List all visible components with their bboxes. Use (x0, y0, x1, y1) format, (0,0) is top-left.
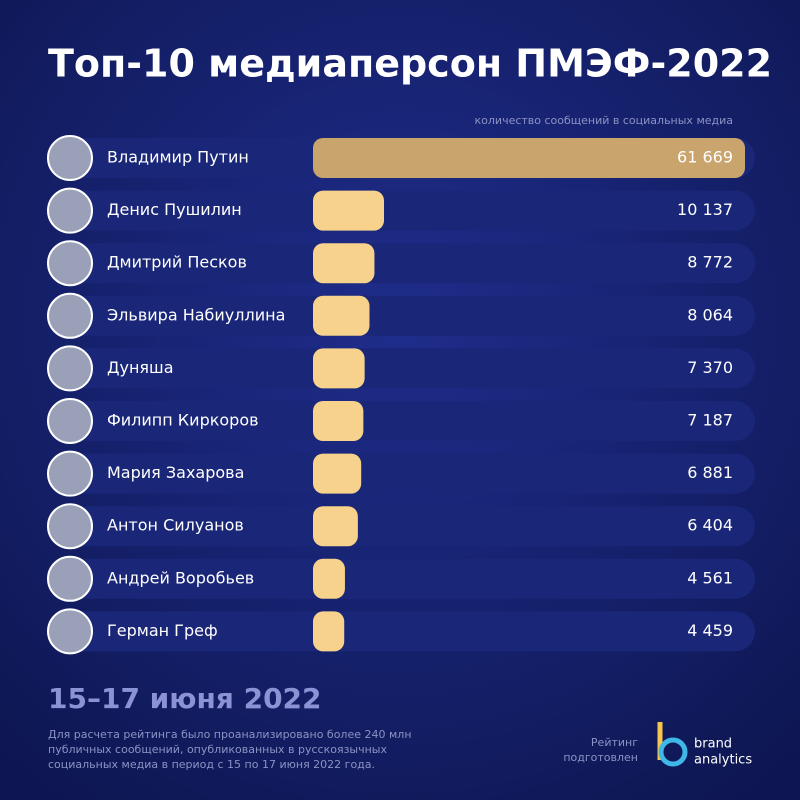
avatar (47, 187, 93, 234)
bar (313, 453, 362, 494)
value-label: 4 561 (687, 568, 733, 587)
row-band (50, 243, 755, 284)
category-label: Дуняша (107, 358, 174, 377)
category-label: Герман Греф (107, 621, 218, 640)
value-label: 7 370 (687, 358, 733, 377)
row-band (50, 295, 755, 336)
value-label: 4 459 (687, 621, 733, 640)
value-label: 7 187 (687, 411, 733, 430)
avatar (47, 240, 93, 287)
credit: подготовлен (563, 751, 638, 764)
bar (313, 138, 745, 178)
logo-text: analytics (694, 753, 752, 768)
note: публичных сообщений, опубликованных в ру… (48, 743, 387, 756)
value-label: 8 772 (687, 253, 733, 272)
row-band (50, 453, 755, 494)
date: 15–17 июня 2022 (48, 682, 322, 715)
avatar (47, 555, 93, 602)
bar (313, 558, 345, 599)
bar (313, 190, 385, 231)
bar (313, 401, 364, 441)
chart-subtitle: количество сообщений в социальных медиа (475, 114, 733, 127)
note: Для расчета рейтинга было проанализирова… (48, 728, 412, 741)
value-label: 10 137 (677, 200, 733, 219)
avatar (47, 292, 93, 339)
row-band (50, 611, 755, 652)
category-label: Денис Пушилин (107, 200, 242, 219)
chart-title: Топ-10 медиаперсон ПМЭФ-2022 (48, 42, 772, 86)
value-label: 6 881 (687, 463, 733, 482)
value-label: 6 404 (687, 516, 733, 535)
row-band (50, 348, 755, 389)
avatar (47, 345, 93, 392)
avatar (47, 398, 93, 444)
category-label: Андрей Воробьев (107, 568, 254, 587)
category-label: Эльвира Набиуллина (107, 305, 285, 324)
category-label: Мария Захарова (107, 463, 244, 482)
row-band (50, 506, 755, 547)
avatar (47, 608, 93, 655)
bar (313, 243, 375, 284)
bar (313, 506, 358, 547)
category-label: Филипп Киркоров (107, 411, 259, 430)
bar (313, 348, 365, 389)
avatar (47, 503, 93, 550)
value-label: 8 064 (687, 305, 733, 324)
row-band (50, 190, 755, 231)
credit: Рейтинг (591, 736, 638, 749)
logo-text: brand (694, 737, 732, 752)
value-label: 61 669 (677, 148, 733, 167)
row-band (50, 558, 755, 599)
bar (313, 611, 345, 652)
bar (313, 295, 370, 336)
note: социальных медиа в период с 15 по 17 июн… (48, 758, 375, 771)
avatar (47, 450, 93, 497)
avatar (47, 135, 93, 181)
category-label: Владимир Путин (107, 148, 249, 167)
category-label: Антон Силуанов (107, 516, 244, 535)
logo-icon (657, 722, 688, 767)
category-label: Дмитрий Песков (107, 253, 247, 272)
row-band (50, 401, 755, 441)
